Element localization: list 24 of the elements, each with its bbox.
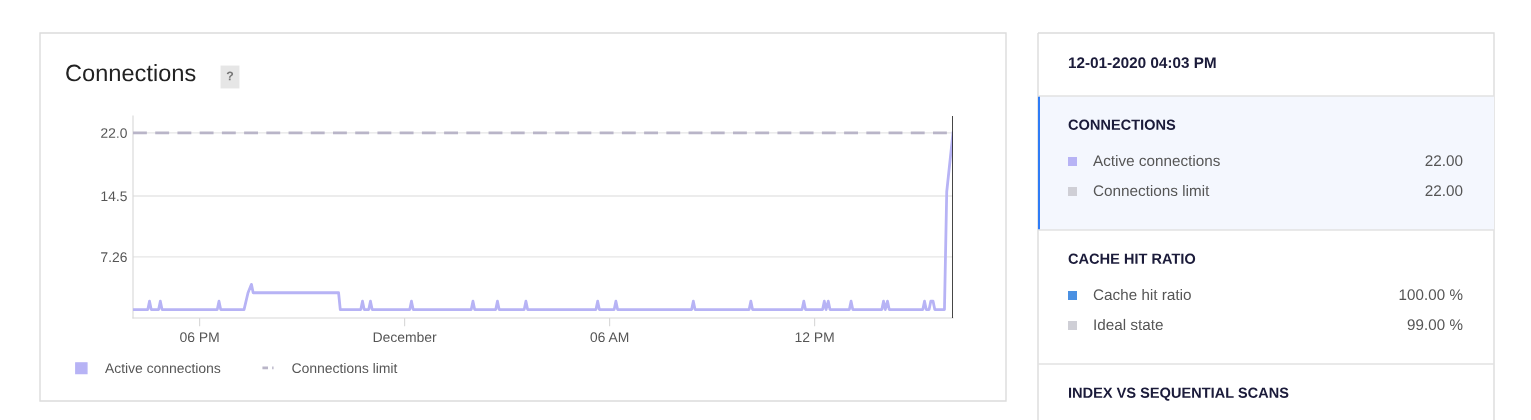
text: 99.00 % [1407,319,1463,331]
category-label: Ideal state [1094,318,1163,331]
category-label: Cache hit ratio [1093,288,1191,301]
x-tick-label: 06 AM [590,332,629,343]
text: 100.00 % [1399,289,1463,301]
text: 12-01-2020 04:03 PM [1068,57,1216,69]
y-tick-label: 7.26 [101,252,127,263]
text: ? [226,71,234,81]
text: 22.00 [1425,155,1463,167]
category-label: Active connections [1093,154,1220,167]
text: CONNECTIONS [1068,119,1176,130]
line-series [133,131,953,311]
x-tick-label: 06 PM [180,332,219,343]
text: CACHE HIT RATIO [1068,253,1196,264]
chart-title: Connections [66,64,196,82]
text: 22.00 [1425,185,1463,197]
legend-label: Active connections [104,362,221,374]
legend-label: Connections limit [292,362,398,374]
y-tick-label: 14.5 [101,191,127,202]
y-tick-label: 22.0 [101,128,127,138]
text: INDEX VS SEQUENTIAL SCANS [1068,387,1289,401]
category-label: Connections limit [1093,184,1210,197]
x-tick-label: December [373,331,437,343]
x-tick-label: 12 PM [795,332,834,342]
